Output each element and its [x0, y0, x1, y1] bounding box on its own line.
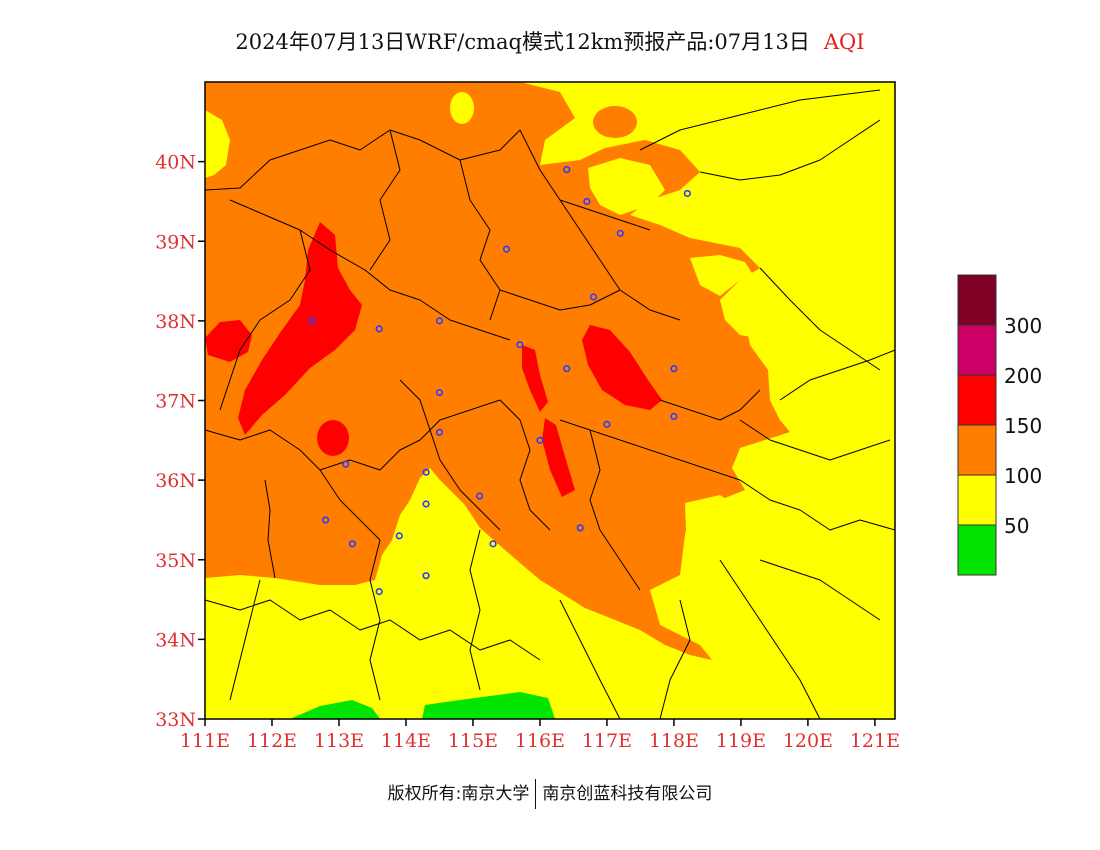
lon-tick-label: 115E	[448, 730, 498, 752]
legend-swatch	[957, 524, 997, 576]
station-marker	[435, 317, 444, 325]
station-marker	[516, 341, 524, 349]
aqi-zone-usg	[205, 82, 790, 660]
aqi-zone-usg-north	[593, 106, 637, 138]
station-marker	[576, 524, 584, 532]
lon-tick-label: 116E	[515, 730, 565, 752]
title-text: 2024年07月13日WRF/cmaq模式12km预报产品:07月13日	[235, 30, 810, 54]
station-marker	[536, 436, 544, 444]
legend-swatch	[957, 274, 997, 326]
station-marker	[670, 412, 678, 421]
station-marker	[502, 245, 511, 253]
station-marker	[683, 189, 691, 198]
legend-swatch	[957, 324, 997, 376]
longitude-axis: 111E 112E 113E 114E 115E 116E 117E 118E 119E 120E…	[180, 719, 900, 752]
legend-label: 150	[1004, 414, 1042, 438]
latitude-axis: 33N 34N 35N 36N 37N 38N 39N 40N	[155, 152, 205, 731]
station-marker	[321, 516, 330, 524]
aqi-zone-unhealthy-south	[317, 420, 349, 456]
lon-tick-label: 121E	[850, 730, 900, 752]
station-marker	[422, 468, 430, 476]
legend-label: 300	[1004, 314, 1042, 338]
map-title: 2024年07月13日WRF/cmaq模式12km预报产品:07月13日 AQI	[0, 26, 1100, 56]
legend-swatch	[957, 474, 997, 526]
station-marker	[489, 540, 497, 548]
company-text: 南京创蓝科技有限公司	[542, 784, 713, 804]
lon-tick-label: 114E	[381, 730, 431, 752]
aqi-fields	[205, 82, 800, 719]
aqi-zone-unhealthy-west	[205, 320, 252, 362]
station-marker	[342, 460, 350, 468]
legend-swatch	[957, 424, 997, 476]
station-marker	[375, 587, 383, 596]
aqi-zone-good-south	[290, 700, 380, 719]
lat-tick-label: 40N	[155, 152, 196, 174]
station-marker	[476, 492, 484, 500]
lat-tick-label: 36N	[155, 470, 196, 492]
legend-label: 100	[1004, 464, 1042, 488]
lat-tick-label: 39N	[155, 231, 196, 253]
monitoring-stations	[308, 165, 691, 596]
station-marker	[670, 365, 678, 373]
aqi-zone-unhealthy-shanxi	[238, 222, 362, 435]
station-marker	[435, 388, 444, 397]
lat-tick-label: 37N	[155, 391, 196, 413]
lon-tick-label: 112E	[247, 730, 297, 752]
station-marker	[422, 500, 430, 508]
aqi-zone-unhealthy-shandong	[542, 418, 575, 497]
lon-tick-label: 111E	[180, 730, 230, 752]
legend-swatch	[957, 374, 997, 426]
lon-tick-label: 119E	[716, 730, 766, 752]
lat-tick-label: 38N	[155, 311, 196, 333]
aqi-zone-unhealthy-central	[522, 345, 548, 412]
station-marker	[589, 293, 598, 301]
aqi-zone-moderate-bohai	[690, 255, 755, 296]
aqi-zone-good-southeast	[422, 692, 555, 719]
station-marker	[583, 197, 591, 206]
station-marker	[435, 428, 444, 436]
legend-label: 50	[1004, 514, 1029, 538]
aqi-zone-unhealthy-hebei	[582, 325, 662, 410]
lat-tick-label: 34N	[155, 629, 196, 651]
title-variable: AQI	[823, 30, 865, 54]
copyright-text: 版权所有:南京大学	[387, 784, 530, 804]
lon-tick-label: 117E	[582, 730, 632, 752]
legend-label: 200	[1004, 364, 1042, 388]
station-marker	[616, 229, 624, 237]
station-marker	[603, 420, 611, 428]
aqi-legend: 50 100 150 200 300	[957, 274, 1042, 576]
lat-tick-label: 33N	[155, 709, 196, 731]
lon-tick-label: 120E	[783, 730, 833, 752]
footer-separator	[535, 779, 537, 809]
station-marker	[422, 572, 430, 580]
aqi-zone-moderate-shandong	[685, 495, 735, 580]
aqi-zone-moderate-north	[450, 92, 474, 124]
aqi-zone-moderate-east-coast	[745, 320, 800, 432]
station-marker	[563, 365, 571, 373]
station-marker	[563, 165, 571, 174]
lon-tick-label: 113E	[314, 730, 364, 752]
lon-tick-label: 118E	[649, 730, 699, 752]
aqi-zone-moderate-tianjin	[588, 158, 665, 215]
lat-tick-label: 35N	[155, 550, 196, 572]
station-marker	[375, 325, 383, 333]
station-marker	[308, 317, 316, 325]
footer: 版权所有:南京大学 南京创蓝科技有限公司	[0, 779, 1100, 809]
boundaries	[204, 89, 896, 720]
station-marker	[348, 540, 356, 548]
station-marker	[395, 532, 403, 540]
aqi-zone-moderate-northwest	[205, 110, 230, 178]
